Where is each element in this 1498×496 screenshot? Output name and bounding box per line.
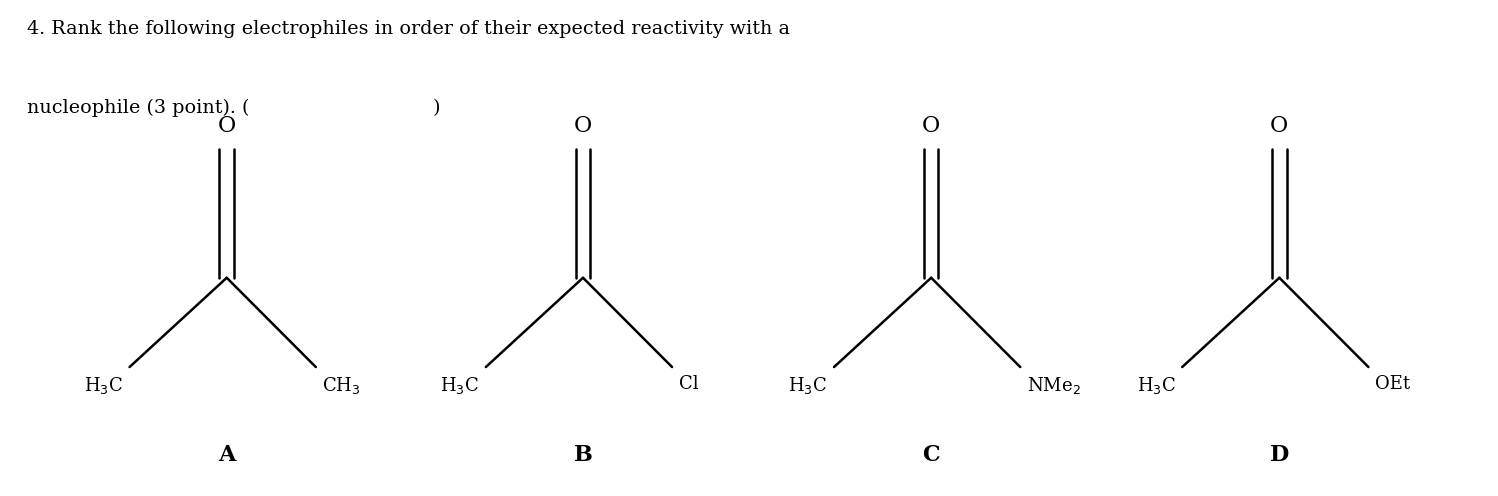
Text: H$_3$C: H$_3$C (788, 375, 827, 396)
Text: 4. Rank the following electrophiles in order of their expected reactivity with a: 4. Rank the following electrophiles in o… (27, 20, 789, 38)
Text: CH$_3$: CH$_3$ (322, 375, 361, 396)
Text: O: O (217, 115, 235, 137)
Text: NMe$_2$: NMe$_2$ (1026, 375, 1080, 396)
Text: O: O (574, 115, 592, 137)
Text: C: C (923, 444, 941, 466)
Text: Cl: Cl (679, 375, 698, 393)
Text: nucleophile (3 point). (                              ): nucleophile (3 point). ( ) (27, 99, 440, 118)
Text: H$_3$C: H$_3$C (84, 375, 123, 396)
Text: H$_3$C: H$_3$C (1137, 375, 1176, 396)
Text: H$_3$C: H$_3$C (440, 375, 479, 396)
Text: O: O (1270, 115, 1288, 137)
Text: A: A (219, 444, 235, 466)
Text: D: D (1270, 444, 1288, 466)
Text: OEt: OEt (1375, 375, 1410, 393)
Text: B: B (574, 444, 592, 466)
Text: O: O (923, 115, 941, 137)
